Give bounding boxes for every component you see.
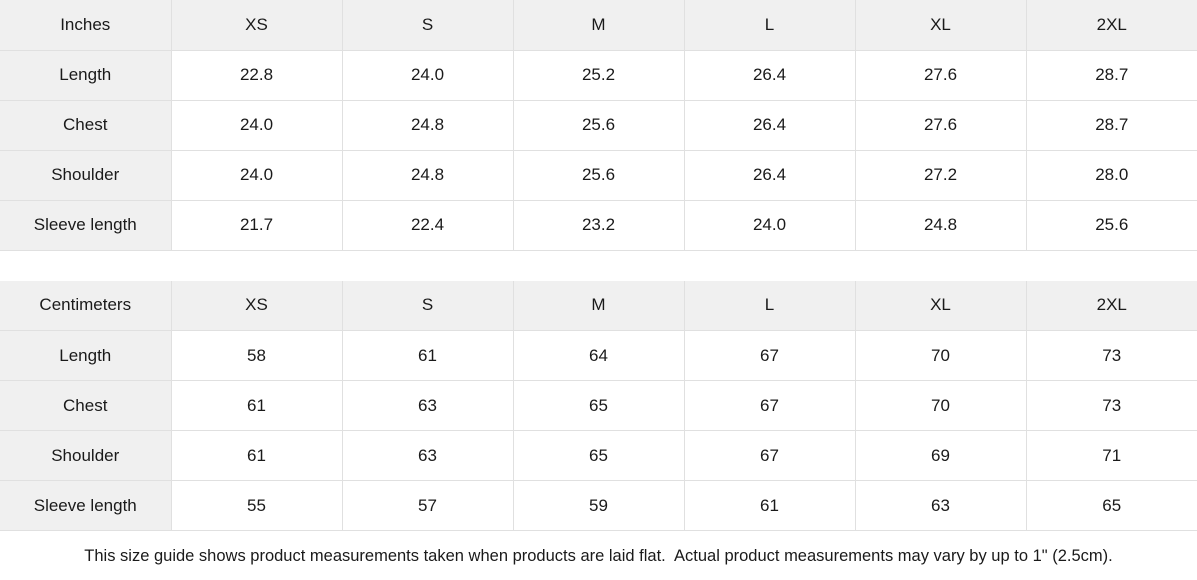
- size-column-header: XS: [171, 280, 343, 331]
- measurement-value-cell: 71: [1026, 430, 1197, 481]
- size-column-header: S: [342, 0, 514, 51]
- measurement-row: Chest 61 63 65 67 70 73: [0, 380, 1197, 431]
- measurement-value-cell: 26.4: [684, 50, 856, 101]
- size-column-header: L: [684, 0, 856, 51]
- measurement-value-cell: 26.4: [684, 150, 856, 201]
- measurement-row: Shoulder 61 63 65 67 69 71: [0, 430, 1197, 481]
- size-column-header: M: [513, 0, 685, 51]
- measurement-label-cell: Sleeve length: [0, 480, 172, 531]
- measurement-label-cell: Length: [0, 330, 172, 381]
- measurement-label-cell: Chest: [0, 100, 172, 151]
- measurement-label-cell: Shoulder: [0, 150, 172, 201]
- measurement-value-cell: 70: [855, 380, 1027, 431]
- measurement-value-cell: 70: [855, 330, 1027, 381]
- measurement-value-cell: 61: [171, 430, 343, 481]
- size-column-header: M: [513, 280, 685, 331]
- measurement-value-cell: 27.6: [855, 100, 1027, 151]
- measurement-row: Shoulder 24.0 24.8 25.6 26.4 27.2 28.0: [0, 150, 1197, 201]
- measurement-value-cell: 69: [855, 430, 1027, 481]
- measurement-row: Chest 24.0 24.8 25.6 26.4 27.6 28.7: [0, 100, 1197, 151]
- measurement-value-cell: 28.0: [1026, 150, 1197, 201]
- measurement-value-cell: 25.6: [513, 100, 685, 151]
- measurement-value-cell: 22.4: [342, 200, 514, 251]
- measurement-value-cell: 26.4: [684, 100, 856, 151]
- measurement-row: Length 58 61 64 67 70 73: [0, 330, 1197, 381]
- measurement-value-cell: 23.2: [513, 200, 685, 251]
- size-column-header: S: [342, 280, 514, 331]
- measurement-value-cell: 24.8: [342, 150, 514, 201]
- measurement-label-cell: Sleeve length: [0, 200, 172, 251]
- measurement-value-cell: 24.0: [684, 200, 856, 251]
- measurement-value-cell: 57: [342, 480, 514, 531]
- measurement-value-cell: 55: [171, 480, 343, 531]
- measurement-value-cell: 67: [684, 330, 856, 381]
- size-column-header: XL: [855, 0, 1027, 51]
- measurement-value-cell: 67: [684, 430, 856, 481]
- measurement-value-cell: 25.6: [513, 150, 685, 201]
- measurement-value-cell: 24.0: [342, 50, 514, 101]
- measurement-label-cell: Chest: [0, 380, 172, 431]
- size-column-header: XS: [171, 0, 343, 51]
- measurement-value-cell: 65: [1026, 480, 1197, 531]
- measurement-value-cell: 27.6: [855, 50, 1027, 101]
- table-spacer: [0, 250, 1197, 281]
- measurement-row: Length 22.8 24.0 25.2 26.4 27.6 28.7: [0, 50, 1197, 101]
- measurement-value-cell: 65: [513, 380, 685, 431]
- measurement-value-cell: 61: [684, 480, 856, 531]
- measurement-label-cell: Length: [0, 50, 172, 101]
- measurement-value-cell: 67: [684, 380, 856, 431]
- measurement-value-cell: 21.7: [171, 200, 343, 251]
- measurement-row: Sleeve length 21.7 22.4 23.2 24.0 24.8 25.6: [0, 200, 1197, 251]
- measurement-value-cell: 63: [855, 480, 1027, 531]
- size-column-header: 2XL: [1026, 0, 1197, 51]
- measurement-value-cell: 25.2: [513, 50, 685, 101]
- unit-label-cell: Inches: [0, 0, 172, 51]
- size-column-header: L: [684, 280, 856, 331]
- measurement-value-cell: 28.7: [1026, 50, 1197, 101]
- measurement-value-cell: 28.7: [1026, 100, 1197, 151]
- measurement-value-cell: 27.2: [855, 150, 1027, 201]
- measurement-value-cell: 59: [513, 480, 685, 531]
- inches-size-table: Inches XS S M L XL 2XL Length 22.8 24.0 25.2 26.4 27…: [0, 0, 1197, 251]
- centimeters-size-table: Centimeters XS S M L XL 2XL Length 58 61 64 67 70 73 C…: [0, 280, 1197, 531]
- size-column-header: 2XL: [1026, 280, 1197, 331]
- measurement-value-cell: 24.0: [171, 100, 343, 151]
- measurement-value-cell: 25.6: [1026, 200, 1197, 251]
- measurement-value-cell: 65: [513, 430, 685, 481]
- measurement-value-cell: 64: [513, 330, 685, 381]
- measurement-value-cell: 24.8: [855, 200, 1027, 251]
- measurement-value-cell: 73: [1026, 380, 1197, 431]
- size-column-header: XL: [855, 280, 1027, 331]
- measurement-label-cell: Shoulder: [0, 430, 172, 481]
- measurement-value-cell: 61: [171, 380, 343, 431]
- measurement-value-cell: 58: [171, 330, 343, 381]
- size-guide-footnote: This size guide shows product measuremen…: [84, 546, 1113, 565]
- measurement-value-cell: 24.0: [171, 150, 343, 201]
- measurement-row: Sleeve length 55 57 59 61 63 65: [0, 480, 1197, 531]
- measurement-value-cell: 73: [1026, 330, 1197, 381]
- size-header-row: Inches XS S M L XL 2XL: [0, 0, 1197, 51]
- measurement-value-cell: 24.8: [342, 100, 514, 151]
- unit-label-cell: Centimeters: [0, 280, 172, 331]
- measurement-value-cell: 22.8: [171, 50, 343, 101]
- measurement-value-cell: 63: [342, 380, 514, 431]
- size-header-row: Centimeters XS S M L XL 2XL: [0, 280, 1197, 331]
- measurement-value-cell: 61: [342, 330, 514, 381]
- measurement-value-cell: 63: [342, 430, 514, 481]
